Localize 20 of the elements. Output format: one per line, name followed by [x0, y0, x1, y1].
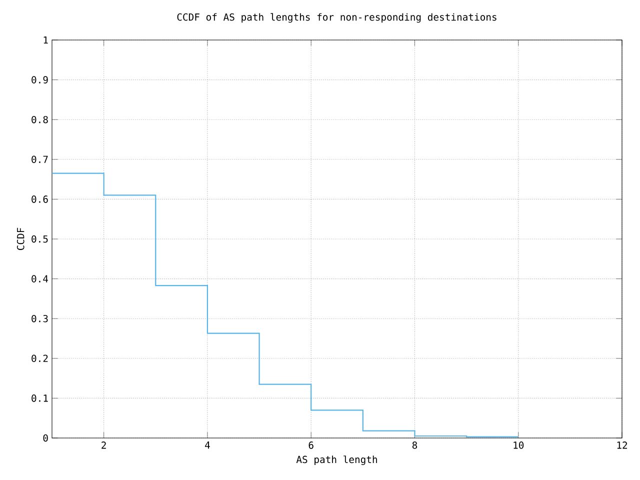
- chart-title: CCDF of AS path lengths for non-responding destinations: [177, 13, 496, 23]
- y-tick-label: 1: [44, 36, 48, 44]
- y-tick-label: 0.9: [32, 76, 48, 84]
- y-tick-label: 0.1: [32, 394, 48, 402]
- x-tick-label: 4: [205, 442, 210, 449]
- x-axis-title: AS path length: [296, 456, 377, 466]
- y-tick-label: 0.7: [32, 156, 48, 164]
- y-tick-label: 0.4: [32, 275, 48, 282]
- y-tick-label: 0.8: [32, 116, 48, 124]
- x-tick-label: 12: [617, 442, 628, 449]
- x-tick-label: 6: [308, 442, 314, 449]
- y-tick-label: 0: [43, 434, 48, 442]
- y-tick-label: 0.2: [32, 354, 48, 362]
- x-tick-label: 10: [514, 442, 524, 449]
- x-tick-label: 8: [412, 442, 418, 449]
- x-tick-label: 2: [102, 442, 106, 449]
- y-tick-label: 0.3: [32, 314, 48, 322]
- y-tick-label: 0.6: [32, 196, 48, 203]
- y-tick-label: 0.5: [32, 235, 48, 243]
- y-axis-title: CCDF: [16, 228, 24, 250]
